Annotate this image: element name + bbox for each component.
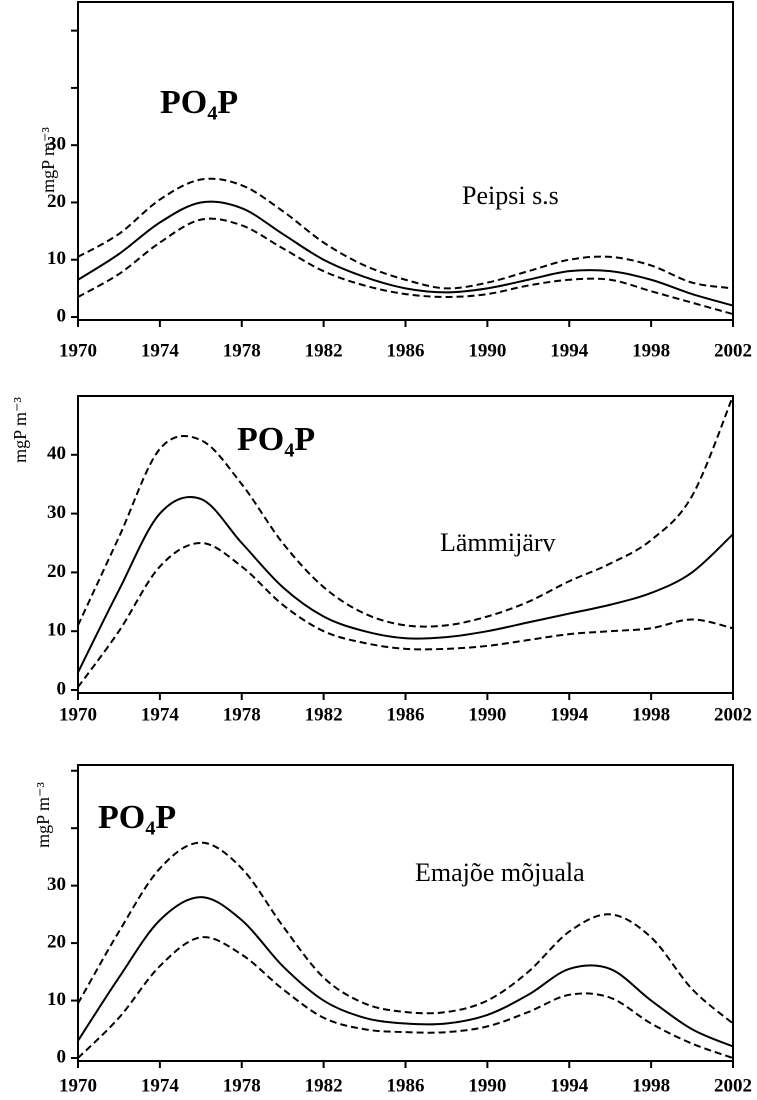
x-tick-label: 1974 [141,704,180,725]
y-tick-label: 40 [47,443,66,464]
x-tick-label: 1994 [550,704,589,725]
x-tick-label: 1978 [223,704,261,725]
x-tick-label: 1982 [305,704,343,725]
panel: 0 10 20 30 1970 1974 1978 1982 1986 1990 1994 1998 2… [33,764,752,1096]
series-line [78,495,733,673]
x-tick-label: 1990 [468,704,506,725]
x-tick-label: 1978 [223,1075,261,1096]
y-tick-label: 10 [47,620,66,641]
y-tick-label: 30 [47,874,66,895]
panel: 0 10 20 30 40 1970 1974 1978 1982 1986 1990 1994 199… [10,395,752,725]
x-tick-label: 1970 [59,340,97,361]
series-line [78,217,733,316]
x-tick-label: 2002 [714,1075,752,1096]
plot-frame [77,764,734,1062]
series-line [78,177,733,290]
y-tick-label: 0 [57,1046,67,1067]
x-tick-label: 1986 [387,1075,425,1096]
x-tick-label: 1974 [141,340,180,361]
y-tick-label: 0 [57,678,67,699]
x-tick-label: 2002 [714,704,752,725]
series-line [78,541,733,688]
y-tick-label: 0 [57,305,67,326]
chart-title: PO₄P [160,84,238,121]
x-tick-label: 1986 [387,704,425,725]
y-tick-label: 20 [47,561,66,582]
x-tick-label: 1982 [305,1075,343,1096]
x-tick-label: 1998 [632,704,670,725]
series-line [78,936,733,1059]
series-line [78,396,733,628]
series-line [78,896,733,1048]
annotation: Peipsi s.s [462,181,559,210]
x-tick-label: 1978 [223,340,261,361]
x-tick-label: 1994 [550,340,589,361]
x-tick-label: 1998 [632,340,670,361]
plot-frame [77,1,734,321]
y-axis-label: mgP m⁻³ [38,127,58,193]
panel: 0 10 20 30 1970 1974 1978 1982 1986 1990 1994 1998 2… [38,1,752,361]
x-tick-label: 1994 [550,1075,589,1096]
y-tick-label: 20 [47,191,66,212]
x-tick-label: 1970 [59,704,97,725]
series-line [78,200,733,307]
y-tick-label: 10 [47,248,66,269]
y-tick-label: 10 [47,989,66,1010]
x-tick-label: 1982 [305,340,343,361]
x-tick-label: 2002 [714,340,752,361]
y-tick-label: 30 [47,502,66,523]
annotation: Emajõe mõjuala [415,858,585,887]
x-tick-label: 1970 [59,1075,97,1096]
x-tick-label: 1990 [468,340,506,361]
series-line [78,841,733,1025]
x-tick-label: 1990 [468,1075,506,1096]
x-tick-label: 1998 [632,1075,670,1096]
x-tick-label: 1986 [387,340,425,361]
chart-title: PO₄P [98,799,176,836]
y-tick-label: 20 [47,931,66,952]
y-axis-label: mgP m⁻³ [33,782,53,848]
x-tick-label: 1974 [141,1075,180,1096]
y-axis-label: mgP m⁻³ [10,397,30,463]
y-tick-label: 30 [47,134,66,155]
annotation: Lämmijärv [440,528,556,557]
chart-title: PO₄P [237,421,315,458]
